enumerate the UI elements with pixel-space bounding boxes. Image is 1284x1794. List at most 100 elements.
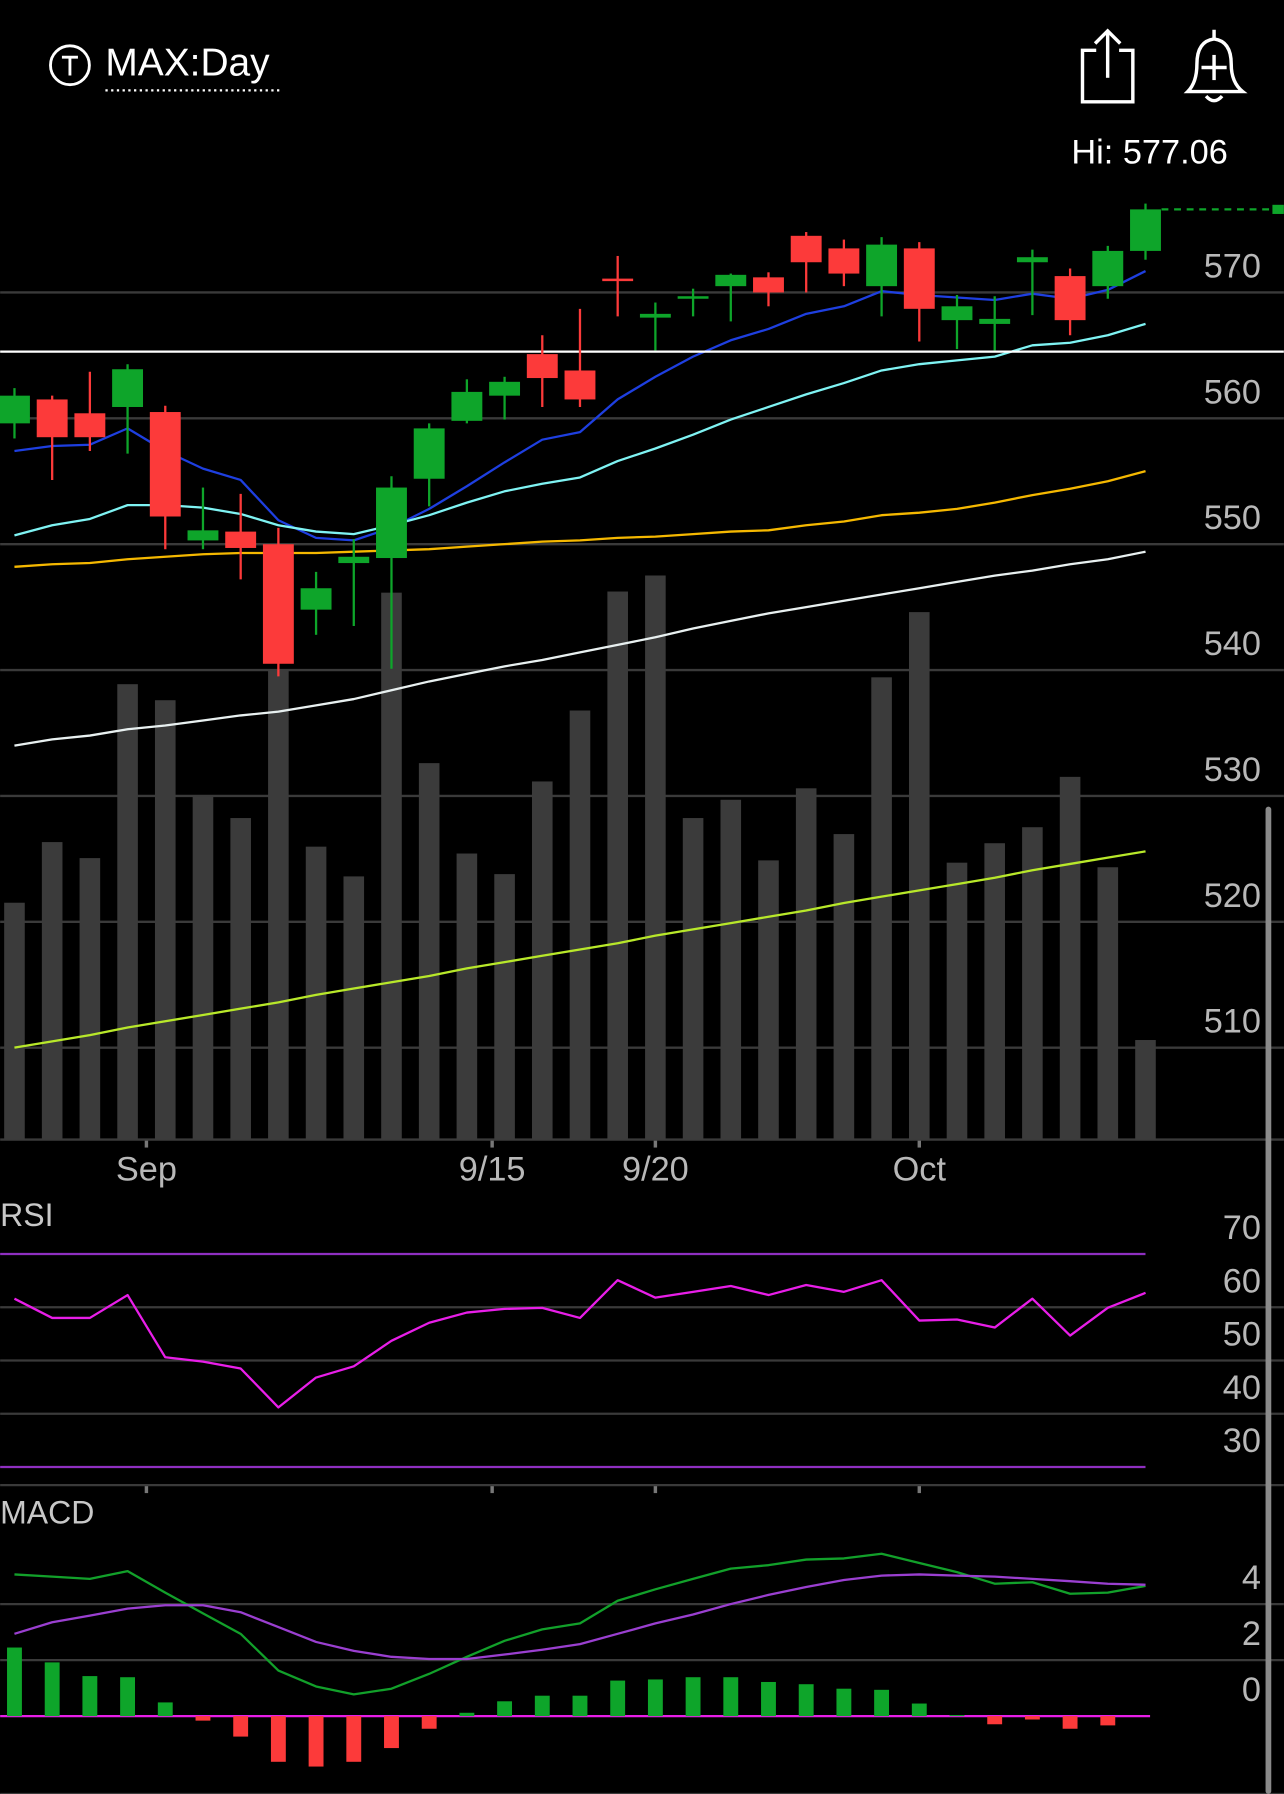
macd-histogram-bar bbox=[346, 1716, 362, 1762]
candle-body bbox=[1054, 276, 1086, 321]
panel-title: MACD bbox=[0, 1494, 94, 1530]
volume-bar bbox=[946, 862, 968, 1140]
y-tick-label: 510 bbox=[1204, 1003, 1261, 1041]
volume-bar bbox=[531, 781, 553, 1140]
candle-body bbox=[489, 381, 521, 396]
volume-bar bbox=[381, 592, 402, 1140]
header: MAX:Day Hi: 577.06 bbox=[49, 28, 1248, 172]
macd-histogram-bar bbox=[1024, 1716, 1040, 1720]
volume-bar bbox=[268, 669, 289, 1140]
volume-bar bbox=[494, 874, 515, 1140]
candle-body bbox=[262, 544, 294, 664]
candle-body bbox=[715, 274, 747, 287]
volume-bar bbox=[41, 842, 63, 1140]
candle-body bbox=[225, 531, 257, 548]
macd-histogram-bar bbox=[685, 1677, 701, 1717]
candle-body bbox=[564, 370, 596, 400]
macd-histogram-bar bbox=[723, 1677, 739, 1717]
y-tick-label: 530 bbox=[1204, 751, 1261, 789]
candle-body bbox=[903, 248, 935, 309]
volume-bar bbox=[154, 700, 176, 1140]
y-tick-label: 0 bbox=[1242, 1671, 1261, 1709]
y-tick-label: 540 bbox=[1204, 625, 1261, 663]
candle-body bbox=[866, 244, 898, 287]
macd-histogram-bar bbox=[120, 1677, 136, 1717]
macd-histogram-bar bbox=[459, 1712, 475, 1717]
y-tick-label: 550 bbox=[1204, 499, 1261, 537]
macd-histogram-bar bbox=[987, 1716, 1003, 1725]
candle-body bbox=[677, 296, 709, 299]
y-tick-label: 70 bbox=[1223, 1209, 1261, 1247]
macd-histogram-bar bbox=[421, 1716, 437, 1729]
candle-body bbox=[376, 487, 407, 559]
macd-histogram-bar bbox=[874, 1689, 890, 1717]
volume-bar bbox=[569, 710, 591, 1140]
macd-histogram-bar bbox=[534, 1695, 550, 1717]
share-button[interactable] bbox=[1080, 28, 1135, 104]
volume-bar bbox=[758, 860, 779, 1140]
candle-body bbox=[187, 530, 219, 541]
macd-histogram-bar bbox=[610, 1680, 626, 1717]
candle-body bbox=[36, 399, 68, 438]
panel-title: RSI bbox=[0, 1197, 53, 1233]
y-tick-label: 60 bbox=[1223, 1262, 1261, 1300]
macd-histogram-bar bbox=[82, 1676, 98, 1717]
volume-bar bbox=[305, 846, 327, 1140]
macd-line bbox=[14, 1573, 1146, 1661]
volume-bar bbox=[1059, 776, 1081, 1140]
y-tick-label: 40 bbox=[1223, 1369, 1261, 1407]
volume-bar bbox=[4, 902, 25, 1140]
macd-histogram-bar bbox=[195, 1716, 211, 1721]
macd-line bbox=[14, 1552, 1146, 1696]
candle-body bbox=[413, 428, 445, 479]
volume-bar bbox=[418, 763, 440, 1140]
candle-body bbox=[979, 318, 1011, 324]
candle-body bbox=[602, 278, 634, 282]
x-tick-label: 9/20 bbox=[622, 1151, 689, 1189]
symbol-icon bbox=[49, 44, 91, 87]
macd-histogram-bar bbox=[497, 1701, 513, 1717]
macd-histogram-bar bbox=[798, 1684, 814, 1717]
candle-body bbox=[828, 248, 860, 274]
volume-bar bbox=[343, 876, 365, 1140]
volume-bar bbox=[720, 799, 742, 1140]
moving-average-line bbox=[14, 550, 1146, 747]
volume-bar bbox=[117, 684, 138, 1140]
y-tick-label: 560 bbox=[1204, 373, 1261, 411]
candle-body bbox=[451, 391, 483, 421]
macd-histogram-bar bbox=[572, 1695, 588, 1717]
moving-average-line bbox=[14, 470, 1146, 568]
candle-body bbox=[300, 588, 332, 610]
candle-body bbox=[0, 395, 30, 424]
macd-histogram-bar bbox=[233, 1716, 249, 1737]
candle-body bbox=[753, 277, 784, 293]
y-tick-label: 30 bbox=[1223, 1422, 1261, 1460]
y-tick-label: 570 bbox=[1204, 247, 1261, 285]
scrollbar[interactable] bbox=[1265, 806, 1272, 1794]
macd-histogram-bar bbox=[911, 1703, 927, 1717]
y-tick-label: 4 bbox=[1242, 1559, 1261, 1597]
volume-bar bbox=[645, 575, 666, 1140]
rsi-line bbox=[13, 1279, 1146, 1409]
macd-histogram-bar bbox=[647, 1679, 663, 1717]
macd-histogram-bar bbox=[7, 1647, 22, 1717]
macd-histogram-bar bbox=[44, 1662, 60, 1717]
x-tick-label: Sep bbox=[116, 1151, 177, 1189]
volume-bar bbox=[682, 818, 704, 1140]
candle-body bbox=[639, 313, 671, 318]
candle-body bbox=[790, 235, 822, 263]
alert-button[interactable] bbox=[1183, 29, 1248, 103]
volume-bar bbox=[79, 858, 101, 1140]
macd-histogram-bar bbox=[308, 1716, 324, 1767]
candle-body bbox=[338, 556, 370, 564]
x-tick-label: 9/15 bbox=[459, 1151, 526, 1189]
last-price-marker bbox=[1272, 204, 1284, 214]
volume-bar bbox=[230, 818, 251, 1140]
volume-bar bbox=[795, 788, 817, 1140]
candle-body bbox=[112, 369, 144, 407]
symbol-label[interactable]: MAX:Day bbox=[105, 41, 270, 84]
candle-body bbox=[1092, 250, 1124, 287]
volume-bar bbox=[456, 853, 478, 1140]
